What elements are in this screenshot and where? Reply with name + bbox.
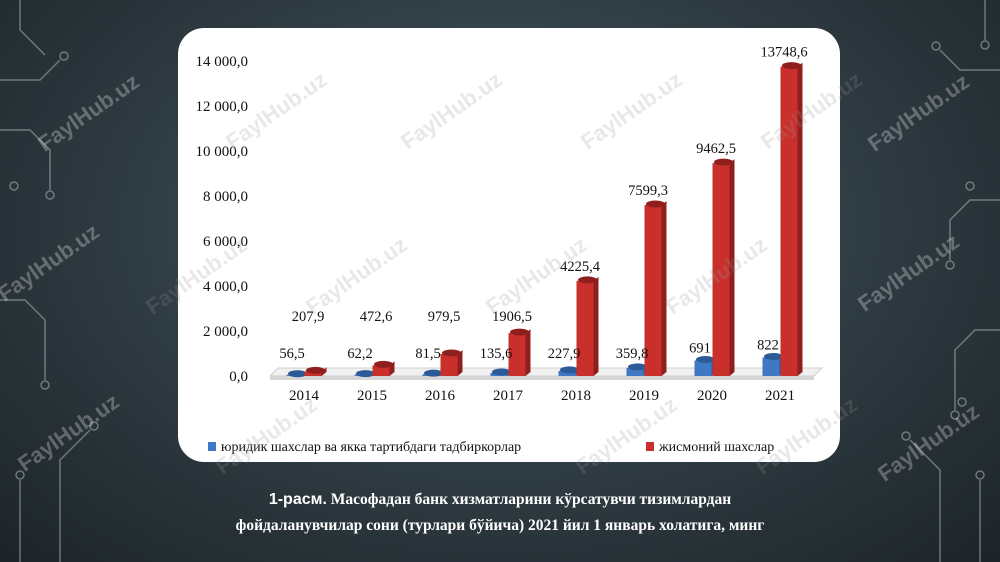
bar-face [558, 370, 576, 376]
bar-top [696, 355, 715, 363]
y-tick-label: 0,0 [229, 369, 248, 385]
x-tick-label: 2018 [561, 388, 591, 404]
bar-top [764, 353, 783, 361]
y-tick-label: 4 000,0 [203, 279, 248, 295]
y-tick-label: 2 000,0 [203, 324, 248, 340]
data-label-legal-entities: 56,5 [279, 346, 304, 362]
bar-top [492, 368, 511, 376]
bar-side [661, 201, 667, 376]
bar-individuals [576, 276, 599, 376]
bar-side [729, 159, 735, 376]
bar-individuals [372, 360, 395, 376]
bar-top [374, 360, 393, 368]
data-label-individuals: 1906,5 [492, 309, 532, 325]
bar-top [628, 363, 647, 371]
y-tick-label: 6 000,0 [203, 234, 248, 250]
y-tick-label: 12 000,0 [196, 99, 249, 115]
bar-side [457, 349, 463, 376]
figure-label: 1-расм. [268, 491, 327, 508]
bar-individuals [712, 158, 735, 376]
figure-caption-line2: фойдаланувчилар сони (турлари бўйича) 20… [235, 517, 765, 534]
data-label-individuals: 4225,4 [560, 259, 601, 275]
bar-face [440, 353, 458, 376]
bar-top [646, 200, 665, 208]
bar-top [510, 328, 529, 336]
data-label-legal-entities: 822 [757, 338, 779, 354]
data-label-individuals: 207,9 [292, 309, 325, 325]
y-tick-label: 10 000,0 [196, 144, 249, 160]
bar-face [626, 367, 644, 376]
x-tick-label: 2021 [765, 388, 795, 404]
x-tick-label: 2017 [493, 388, 524, 404]
chart-card: 0,0 2 000,0 4 000,0 6 000,0 8 000,0 10 000,0 1… [141, 28, 867, 479]
bar-individuals [780, 62, 803, 377]
data-label-individuals: 979,5 [428, 309, 461, 325]
bar-side [797, 62, 803, 377]
bar-individuals [304, 366, 327, 376]
caption-text: Масофадан банк хизматларини кўрсатувчи т… [330, 491, 732, 508]
x-tick-label: 2014 [289, 388, 320, 404]
bar-face [712, 163, 730, 376]
data-label-individuals: 13748,6 [760, 45, 807, 61]
bar-individuals [508, 328, 531, 376]
bar-individuals [440, 349, 463, 376]
bar-top [560, 366, 579, 374]
bar-chart: 0,0 2 000,0 4 000,0 6 000,0 8 000,0 10 000,0 1… [196, 45, 824, 455]
legend-label-legal-entities: юридик шахслар ва якка тартибдаги тадбир… [221, 440, 521, 455]
bar-top [424, 369, 443, 377]
bar-top [578, 276, 597, 284]
data-label-individuals: 9462,5 [696, 141, 736, 157]
legend-label-individuals: жисмоний шахслар [658, 440, 774, 455]
legend-swatch-legal-entities [208, 442, 216, 451]
bar-top [442, 349, 461, 357]
bar-face [780, 66, 798, 377]
figure-caption-line1: 1-расм. Масофадан банк хизматларини кўрс… [60, 491, 940, 509]
x-tick-label: 2016 [425, 388, 456, 404]
data-label-legal-entities: 135,6 [480, 346, 513, 362]
bar-face [644, 205, 662, 376]
data-label-legal-entities: 62,2 [347, 346, 372, 362]
data-label-individuals: 472,6 [360, 309, 393, 325]
bar-face [372, 365, 390, 376]
bar-top [356, 370, 375, 378]
bar-top [288, 370, 307, 378]
bar-side [525, 329, 531, 376]
bar-top [306, 366, 325, 374]
data-label-individuals: 7599,3 [628, 183, 668, 199]
x-tick-label: 2020 [697, 388, 727, 404]
bar-top [714, 158, 733, 166]
bar-face [762, 357, 780, 376]
bar-face [508, 333, 526, 376]
data-label-legal-entities: 81,5 [415, 346, 440, 362]
bar-face [576, 280, 594, 376]
bar-individuals [644, 200, 667, 376]
bar-side [593, 276, 599, 376]
y-tick-label: 14 000,0 [196, 54, 249, 70]
y-tick-label: 8 000,0 [203, 189, 248, 205]
chart-floor [268, 367, 824, 377]
chart-floor-edge [270, 376, 814, 380]
x-tick-label: 2015 [357, 388, 387, 404]
x-tick-label: 2019 [629, 388, 659, 404]
bar-face [694, 360, 712, 376]
legend-swatch-individuals [646, 442, 654, 451]
bar-top [782, 62, 801, 70]
data-label-legal-entities: 227,9 [548, 346, 581, 362]
data-label-legal-entities: 691 [689, 340, 711, 356]
data-label-legal-entities: 359,8 [616, 346, 649, 362]
